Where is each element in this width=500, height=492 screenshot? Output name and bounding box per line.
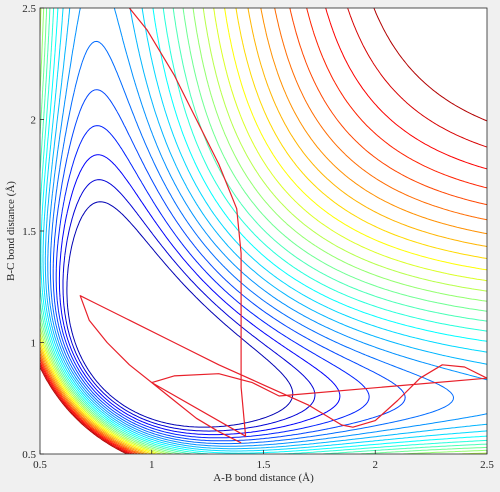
contour-level-13 xyxy=(40,8,487,454)
contour-level-14 xyxy=(40,8,487,454)
x-tick-label: 2.5 xyxy=(480,459,494,471)
y-tick-label: 2 xyxy=(31,115,37,127)
contour-level-20 xyxy=(40,8,487,454)
contour-level-22 xyxy=(40,8,487,454)
contour-level-12 xyxy=(40,8,487,454)
contour-level-5 xyxy=(49,40,454,445)
x-axis-label: A-B bond distance (Å) xyxy=(213,472,314,484)
plot-area xyxy=(40,8,487,454)
contour-level-19 xyxy=(40,8,487,454)
contour-lines xyxy=(40,8,487,454)
y-ticks: 0.5 1 1.5 2 2.5 xyxy=(22,3,44,461)
x-tick-label: 0.5 xyxy=(33,459,47,471)
contour-level-6 xyxy=(47,8,487,447)
contour-level-3 xyxy=(55,125,370,439)
contour-level-25 xyxy=(40,8,487,454)
x-ticks: 0.5 1 1.5 2 2.5 xyxy=(33,450,494,471)
x-tick-label: 2 xyxy=(373,459,379,471)
contour-level-17 xyxy=(40,8,487,454)
y-tick-label: 2.5 xyxy=(22,3,36,15)
contour-level-7 xyxy=(44,8,487,450)
contour-level-9 xyxy=(40,8,487,454)
contour-level-1 xyxy=(62,179,316,432)
y-tick-label: 1 xyxy=(31,338,37,350)
contour-level-16 xyxy=(40,8,487,454)
y-tick-label: 0.5 xyxy=(22,449,36,461)
contour-level-2 xyxy=(58,154,341,436)
contour-level-15 xyxy=(40,8,487,454)
contour-level-0 xyxy=(66,201,294,428)
contour-level-23 xyxy=(40,8,487,454)
y-tick-label: 1.5 xyxy=(22,226,36,238)
x-tick-label: 1 xyxy=(149,459,155,471)
contour-level-8 xyxy=(42,8,487,452)
y-axis-label: B-C bond distance (Å) xyxy=(5,181,17,281)
trajectory xyxy=(79,8,487,444)
contour-level-21 xyxy=(40,8,487,454)
x-tick-label: 1.5 xyxy=(257,459,271,471)
trajectory-line xyxy=(79,8,487,444)
contour-level-18 xyxy=(40,8,487,454)
contour-level-24 xyxy=(40,8,487,454)
